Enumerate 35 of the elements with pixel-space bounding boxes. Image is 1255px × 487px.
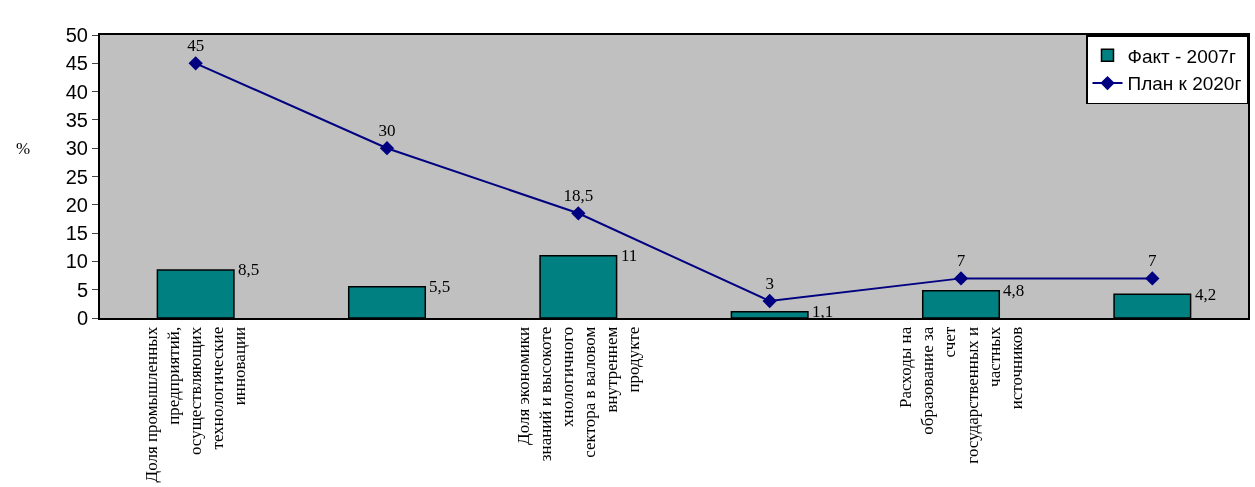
point bbox=[571, 206, 586, 221]
data-label: 7 bbox=[956, 251, 966, 271]
y-tick-label: 30 bbox=[65, 137, 88, 160]
x-tick-label: Расходы на образование за счет государственных и частных источников bbox=[896, 326, 1026, 464]
point bbox=[762, 293, 777, 309]
data-label: 5,5 bbox=[429, 277, 451, 296]
legend-label: План к 2020г bbox=[1127, 73, 1242, 95]
data-label: 1,1 bbox=[812, 302, 834, 321]
data-label: 11 bbox=[621, 246, 638, 265]
y-axis-title: % bbox=[16, 139, 31, 158]
point bbox=[379, 141, 395, 156]
y-tick-label: 45 bbox=[65, 52, 88, 75]
x-tick-label: Доля промышленных предприятий, осуществляющих технологические инновации bbox=[141, 326, 250, 483]
legend-label: Факт - 2007г bbox=[1127, 45, 1236, 67]
y-tick-label: 5 bbox=[76, 278, 88, 301]
point bbox=[188, 56, 203, 71]
data-label: 45 bbox=[187, 36, 205, 56]
data-label: 8,5 bbox=[238, 260, 260, 279]
data-label: 4,8 bbox=[1003, 281, 1025, 300]
point bbox=[1145, 271, 1160, 286]
y-tick-label: 50 bbox=[65, 24, 88, 46]
y-tick-label: 35 bbox=[65, 108, 88, 131]
data-label: 7 bbox=[1148, 251, 1158, 271]
data-label: 18,5 bbox=[563, 186, 594, 206]
y-tick-label: 15 bbox=[65, 222, 88, 245]
y-tick-label: 40 bbox=[65, 80, 88, 103]
data-label: 3 bbox=[765, 273, 774, 293]
y-tick-label: 10 bbox=[65, 250, 88, 273]
data-label: 30 bbox=[378, 121, 396, 141]
y-tick-label: 20 bbox=[65, 193, 88, 216]
y-tick-label: 25 bbox=[65, 165, 88, 188]
data-label: 4,2 bbox=[1195, 285, 1217, 304]
y-tick-label: 0 bbox=[76, 307, 88, 329]
x-tick-label: Доля экономики знаний и высокотехнологичного сектора в валовом внутреннем продукте bbox=[513, 326, 644, 462]
point bbox=[953, 271, 969, 286]
